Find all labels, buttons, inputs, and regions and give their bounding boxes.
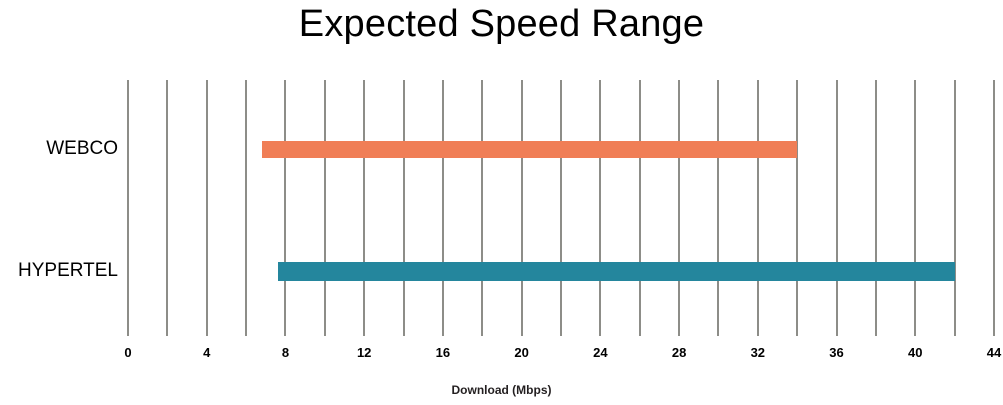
gridline bbox=[127, 80, 129, 336]
gridline bbox=[441, 80, 444, 336]
gridline bbox=[874, 80, 877, 336]
x-tick-label: 0 bbox=[124, 345, 132, 360]
gridline bbox=[323, 80, 326, 336]
x-tick-label: 12 bbox=[356, 345, 372, 360]
gridline bbox=[835, 80, 838, 336]
gridline bbox=[560, 80, 562, 336]
plot-area bbox=[127, 80, 995, 336]
x-tick-label: 32 bbox=[750, 345, 766, 360]
category-label-hypertel: HYPERTEL bbox=[18, 260, 118, 281]
chart-title: Expected Speed Range bbox=[298, 3, 705, 45]
x-tick-label: 40 bbox=[908, 345, 923, 360]
gridline bbox=[284, 80, 287, 336]
gridline bbox=[599, 80, 602, 336]
x-tick-label: 36 bbox=[829, 345, 844, 360]
range-bar-webco[interactable] bbox=[261, 140, 798, 158]
x-axis-title: Download (Mbps) bbox=[451, 383, 552, 397]
x-tick-label: 28 bbox=[671, 345, 687, 360]
gridline bbox=[717, 80, 720, 336]
gridline bbox=[678, 80, 681, 336]
x-tick-label: 8 bbox=[281, 345, 290, 360]
gridline bbox=[993, 80, 995, 336]
gridline bbox=[638, 80, 641, 336]
gridline bbox=[205, 80, 208, 336]
x-tick-label: 44 bbox=[986, 345, 1002, 360]
gridline bbox=[756, 80, 759, 336]
gridline bbox=[245, 80, 248, 336]
x-tick-label: 4 bbox=[203, 345, 211, 360]
gridline bbox=[481, 80, 484, 336]
gridline bbox=[402, 80, 405, 336]
gridline bbox=[166, 80, 169, 336]
x-tick-label: 16 bbox=[435, 345, 451, 360]
gridline bbox=[953, 80, 956, 336]
gridline bbox=[796, 80, 799, 336]
x-tick-label: 20 bbox=[514, 345, 529, 360]
gridline bbox=[363, 80, 366, 336]
x-tick-label: 24 bbox=[593, 345, 608, 360]
gridline bbox=[520, 80, 523, 336]
range-bar-hypertel[interactable] bbox=[277, 261, 955, 281]
gridline bbox=[914, 80, 917, 336]
category-label-webco: WEBCO bbox=[46, 138, 118, 159]
